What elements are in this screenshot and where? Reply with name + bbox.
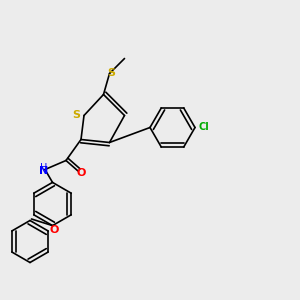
Text: O: O <box>76 167 86 178</box>
Text: O: O <box>49 225 59 235</box>
Text: H: H <box>40 163 47 173</box>
Text: S: S <box>107 68 115 78</box>
Text: S: S <box>73 110 80 121</box>
Text: N: N <box>39 166 48 176</box>
Text: Cl: Cl <box>199 122 209 133</box>
